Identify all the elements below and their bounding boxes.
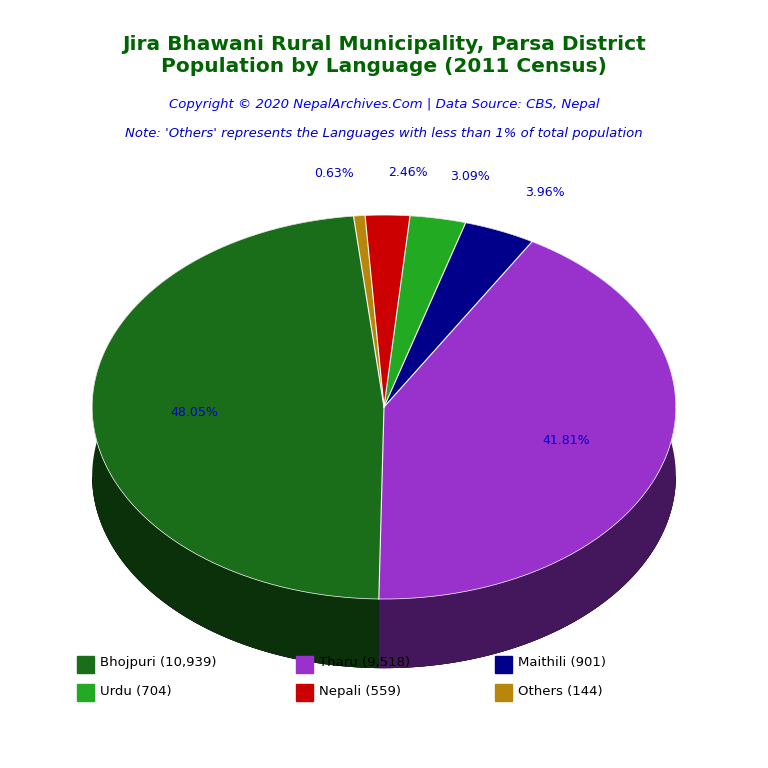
Text: 41.81%: 41.81% <box>543 435 591 448</box>
Text: 0.63%: 0.63% <box>314 167 354 180</box>
Polygon shape <box>365 215 410 407</box>
Polygon shape <box>384 223 532 407</box>
Bar <box>77 656 94 673</box>
Text: Urdu (704): Urdu (704) <box>100 685 171 697</box>
Bar <box>495 684 512 701</box>
Bar <box>495 656 512 673</box>
Polygon shape <box>92 216 384 599</box>
Polygon shape <box>92 216 379 668</box>
Text: Bhojpuri (10,939): Bhojpuri (10,939) <box>100 657 217 669</box>
Polygon shape <box>353 216 365 285</box>
Polygon shape <box>92 407 676 668</box>
Text: 3.09%: 3.09% <box>450 170 490 184</box>
Bar <box>77 684 94 701</box>
Polygon shape <box>365 215 410 285</box>
Polygon shape <box>379 242 676 599</box>
Polygon shape <box>92 476 676 668</box>
Text: Jira Bhawani Rural Municipality, Parsa District
Population by Language (2011 Cen: Jira Bhawani Rural Municipality, Parsa D… <box>122 35 646 75</box>
Text: Nepali (559): Nepali (559) <box>319 685 401 697</box>
Polygon shape <box>410 216 465 292</box>
Bar <box>296 656 313 673</box>
Polygon shape <box>384 216 465 407</box>
Bar <box>296 684 313 701</box>
Polygon shape <box>465 223 532 311</box>
Text: 2.46%: 2.46% <box>389 167 428 179</box>
Text: Maithili (901): Maithili (901) <box>518 657 607 669</box>
Polygon shape <box>379 242 676 668</box>
Text: 48.05%: 48.05% <box>170 406 218 419</box>
Polygon shape <box>353 216 384 407</box>
Text: 3.96%: 3.96% <box>525 186 565 198</box>
Text: Tharu (9,518): Tharu (9,518) <box>319 657 410 669</box>
Text: Copyright © 2020 NepalArchives.Com | Data Source: CBS, Nepal: Copyright © 2020 NepalArchives.Com | Dat… <box>169 98 599 111</box>
Text: Others (144): Others (144) <box>518 685 603 697</box>
Text: Note: 'Others' represents the Languages with less than 1% of total population: Note: 'Others' represents the Languages … <box>125 127 643 140</box>
